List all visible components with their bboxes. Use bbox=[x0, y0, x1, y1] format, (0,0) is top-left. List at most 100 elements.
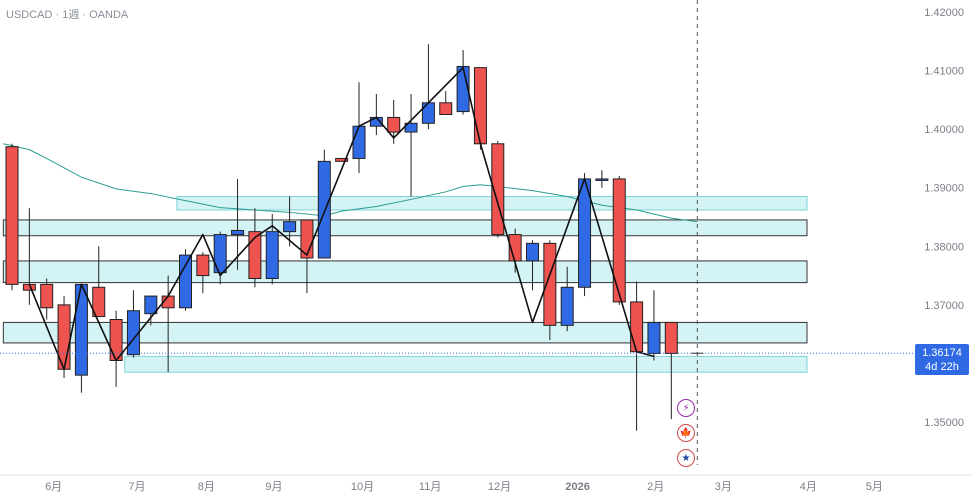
candle-body bbox=[144, 295, 158, 315]
current-price-label: 1.36174 bbox=[922, 347, 962, 359]
y-tick-label: 1.38000 bbox=[924, 241, 964, 253]
candle-body bbox=[179, 254, 192, 309]
candle-23 bbox=[404, 94, 418, 197]
candle-37 bbox=[647, 290, 661, 361]
x-tick-label: 10月 bbox=[351, 481, 374, 493]
candle-8 bbox=[144, 295, 158, 326]
zones-layer bbox=[2, 196, 808, 373]
candle-5 bbox=[92, 246, 106, 318]
candle-body bbox=[92, 286, 106, 318]
y-tick-label: 1.42000 bbox=[924, 7, 964, 19]
canada-flag-event-icon[interactable]: 🍁 bbox=[677, 424, 695, 442]
candle-4 bbox=[74, 283, 88, 393]
us-glyph: ★ bbox=[681, 452, 691, 464]
us-flag-event-icon[interactable]: ★ bbox=[677, 449, 695, 467]
x-tick-label: 9月 bbox=[265, 481, 282, 493]
candle-body bbox=[404, 122, 418, 133]
candle-34 bbox=[595, 170, 609, 188]
candle-31 bbox=[543, 240, 557, 340]
zigzag-layer bbox=[28, 66, 655, 371]
candle-14 bbox=[248, 208, 262, 288]
x-tick-label: 4月 bbox=[800, 481, 817, 493]
zone-2 bbox=[2, 260, 808, 284]
candle-body bbox=[5, 146, 19, 285]
canada-glyph: 🍁 bbox=[679, 427, 693, 439]
x-tick-label: 2月 bbox=[647, 481, 664, 493]
candle-35 bbox=[612, 176, 626, 305]
candle-16 bbox=[283, 196, 297, 247]
candle-body bbox=[283, 221, 297, 233]
candle-33 bbox=[578, 173, 592, 297]
x-tick-label: 6月 bbox=[45, 481, 62, 493]
candle-0 bbox=[5, 143, 19, 291]
x-tick-label: 12月 bbox=[488, 481, 511, 493]
candle-38 bbox=[664, 321, 678, 420]
x-tick-label: 11月 bbox=[419, 481, 441, 493]
candle-body bbox=[387, 116, 401, 133]
y-tick-label: 1.40000 bbox=[924, 124, 964, 136]
y-tick-label: 1.35000 bbox=[924, 417, 964, 429]
moving-average-layer bbox=[3, 143, 698, 223]
zone-1 bbox=[2, 219, 808, 237]
candle-21 bbox=[369, 94, 383, 135]
candle-27 bbox=[473, 67, 487, 150]
candle-body bbox=[421, 102, 435, 124]
zone-3 bbox=[2, 321, 808, 344]
zone-4 bbox=[124, 355, 808, 373]
candle-body bbox=[439, 102, 453, 115]
candle-body bbox=[595, 178, 609, 181]
candle-12 bbox=[213, 231, 227, 285]
candle-body bbox=[213, 234, 227, 274]
y-tick-label: 1.39000 bbox=[924, 183, 964, 195]
bar-countdown-label: 4d 22h bbox=[925, 361, 959, 373]
candle-body bbox=[560, 286, 574, 326]
candle-7 bbox=[126, 290, 140, 358]
moving-average-line bbox=[3, 143, 698, 223]
candle-19 bbox=[335, 157, 349, 162]
symbol-header: USDCAD · 1週 · OANDA bbox=[6, 9, 129, 21]
lightning-event-icon[interactable]: ⚡ bbox=[677, 399, 695, 417]
candle-25 bbox=[439, 91, 453, 115]
candle-32 bbox=[560, 266, 574, 332]
candle-body bbox=[543, 242, 557, 326]
candle-11 bbox=[196, 252, 210, 294]
x-tick-label: 5月 bbox=[866, 481, 883, 493]
candle-13 bbox=[231, 178, 245, 270]
candle-body bbox=[526, 242, 539, 262]
candle-body bbox=[664, 321, 678, 354]
candle-body bbox=[317, 160, 331, 259]
candle-body bbox=[630, 301, 644, 353]
candle-body bbox=[352, 125, 366, 159]
x-tick-label: 3月 bbox=[715, 481, 732, 493]
candle-body bbox=[196, 254, 210, 277]
overlay-layer bbox=[0, 0, 913, 465]
candle-body bbox=[473, 67, 487, 145]
y-axis: 1.350001.360001.370001.380001.390001.400… bbox=[924, 7, 964, 429]
x-tick-label: 2026 bbox=[565, 481, 589, 493]
candles-layer bbox=[5, 44, 678, 431]
lightning-glyph: ⚡ bbox=[682, 402, 690, 414]
candle-18 bbox=[317, 149, 331, 259]
candle-2 bbox=[40, 278, 54, 320]
candle-30 bbox=[526, 240, 539, 291]
candle-body bbox=[231, 229, 245, 236]
x-tick-label: 8月 bbox=[198, 481, 215, 493]
candle-22 bbox=[387, 99, 401, 144]
y-tick-label: 1.37000 bbox=[924, 300, 964, 312]
candle-body bbox=[40, 283, 54, 309]
candle-body bbox=[612, 178, 626, 303]
candle-body bbox=[335, 157, 349, 162]
candle-26 bbox=[456, 50, 470, 115]
x-axis: 6月 7月 8月 9月 10月 11月 12月 2026 2月 3月 4月 5月 bbox=[0, 474, 973, 493]
current-price-tag: 1.36174 4d 22h bbox=[915, 344, 969, 375]
zigzag-line bbox=[28, 66, 655, 371]
x-tick-label: 7月 bbox=[128, 481, 145, 493]
candle-body bbox=[265, 231, 279, 279]
candle-body bbox=[74, 283, 88, 376]
candle-10 bbox=[179, 249, 192, 311]
y-tick-label: 1.41000 bbox=[924, 66, 964, 78]
candle-6 bbox=[109, 310, 123, 387]
candle-body bbox=[647, 321, 661, 354]
candle-24 bbox=[421, 44, 435, 130]
